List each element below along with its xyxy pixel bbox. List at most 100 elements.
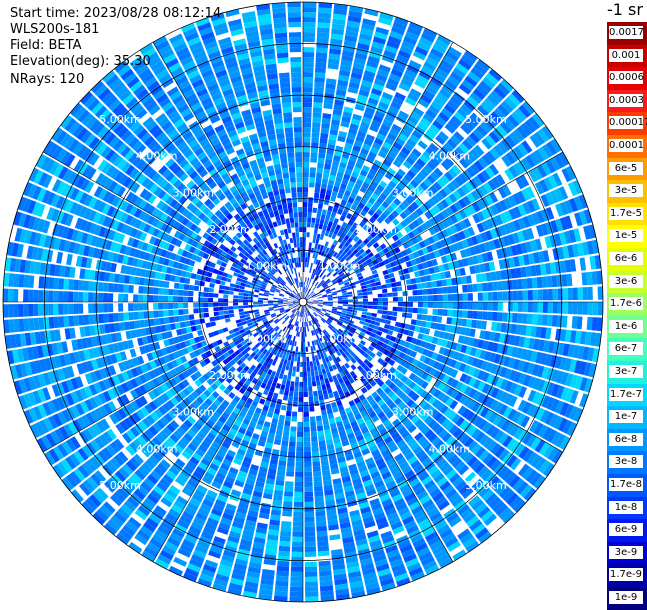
ray-gate <box>196 325 202 331</box>
ray-gate <box>437 309 442 316</box>
ray-gate <box>281 405 287 411</box>
ray-gate <box>305 582 318 587</box>
ray-gate <box>298 352 301 357</box>
ray-gate <box>298 417 303 422</box>
ray-gate <box>452 310 458 317</box>
ray-gate <box>103 283 109 292</box>
ray-gate <box>278 460 286 466</box>
ray-gate <box>103 293 108 302</box>
ray-gate <box>347 309 352 312</box>
ray-gate <box>378 302 383 306</box>
ray-gate <box>179 283 185 289</box>
ray-gate <box>113 293 118 302</box>
ray-gate <box>317 385 322 391</box>
ray-gate <box>253 307 258 310</box>
ray-gate <box>285 385 290 391</box>
ray-gate <box>83 292 88 302</box>
ray-gate <box>190 320 196 326</box>
ray-gate <box>195 274 201 280</box>
ray-gate <box>308 387 312 392</box>
ray-gate <box>229 314 235 318</box>
ray-gate <box>453 302 458 309</box>
ray-gate <box>294 387 298 392</box>
ray-gate <box>193 303 198 308</box>
ray-gate <box>278 465 286 471</box>
ray-gate <box>23 275 29 288</box>
ray-gate <box>294 502 303 507</box>
ray-gate <box>248 308 253 311</box>
ray-gate <box>230 283 236 287</box>
ray-gate <box>488 302 493 311</box>
ray-gate <box>291 572 303 577</box>
ray-gate <box>307 372 311 377</box>
ray-gate <box>224 286 230 290</box>
ray-gate <box>68 304 73 315</box>
ray-gate <box>313 361 317 366</box>
ray-gate <box>299 392 303 397</box>
ray-gate <box>248 300 253 303</box>
ray-gate <box>24 318 30 331</box>
ray-gate <box>214 284 220 289</box>
ray-gate <box>276 576 289 582</box>
ray-gate <box>134 277 140 285</box>
ray-gate <box>3 304 8 318</box>
ray-gate <box>338 304 343 306</box>
ray-gate <box>303 327 304 332</box>
ray-gate <box>128 312 134 320</box>
ray-gate <box>188 309 193 314</box>
ray-gate <box>223 303 228 307</box>
ray-gate <box>358 302 363 305</box>
ray-gate <box>293 512 303 517</box>
ray-gate <box>28 275 34 288</box>
ray-gate <box>313 461 321 467</box>
ray-gate <box>188 291 193 296</box>
ray-gate <box>573 302 578 314</box>
ray-gate <box>348 304 353 307</box>
ray-gate <box>319 445 326 451</box>
ray-gate <box>294 497 303 502</box>
ray-gate <box>405 324 411 330</box>
ray-gate <box>164 281 170 288</box>
ray-gate <box>437 316 443 323</box>
ray-gate <box>385 320 391 325</box>
ray-gate <box>422 308 427 314</box>
ray-gate <box>297 422 303 427</box>
ray-gate <box>557 315 563 327</box>
ray-gate <box>300 332 302 337</box>
ray-gate <box>58 291 63 302</box>
ray-gate <box>129 276 135 284</box>
ray-gate <box>228 295 233 299</box>
ray-gate <box>293 366 297 371</box>
ray-gate <box>318 430 325 436</box>
ray-gate <box>313 471 321 477</box>
ray-gate <box>563 302 568 314</box>
ray-gate <box>48 277 54 289</box>
ray-gate <box>396 317 402 322</box>
ray-gate <box>218 298 223 302</box>
ray-gate <box>402 313 408 318</box>
ray-gate <box>88 304 93 314</box>
ray-gate <box>8 273 14 287</box>
ray-gate <box>290 597 304 602</box>
ray-gate <box>314 486 323 492</box>
ray-gate <box>305 542 316 547</box>
ray-gate <box>253 302 258 304</box>
ray-gate <box>317 531 328 537</box>
ray-gate <box>139 277 145 285</box>
ray-gate <box>310 366 314 371</box>
ray-gate <box>401 318 407 324</box>
ray-gate <box>39 318 45 330</box>
ray-gate <box>482 311 488 320</box>
ray-gate <box>226 278 232 283</box>
ray-gate <box>282 516 292 522</box>
ray-gate <box>98 304 103 313</box>
ray-gate <box>313 386 318 391</box>
ray-gate <box>406 318 412 324</box>
ray-gate <box>58 278 64 289</box>
ray-gate <box>277 566 289 572</box>
ray-gate <box>204 318 210 323</box>
ray-gate <box>348 302 353 304</box>
ray-gate <box>320 405 326 411</box>
ray-gate <box>294 487 303 492</box>
ray-gate <box>273 302 278 303</box>
